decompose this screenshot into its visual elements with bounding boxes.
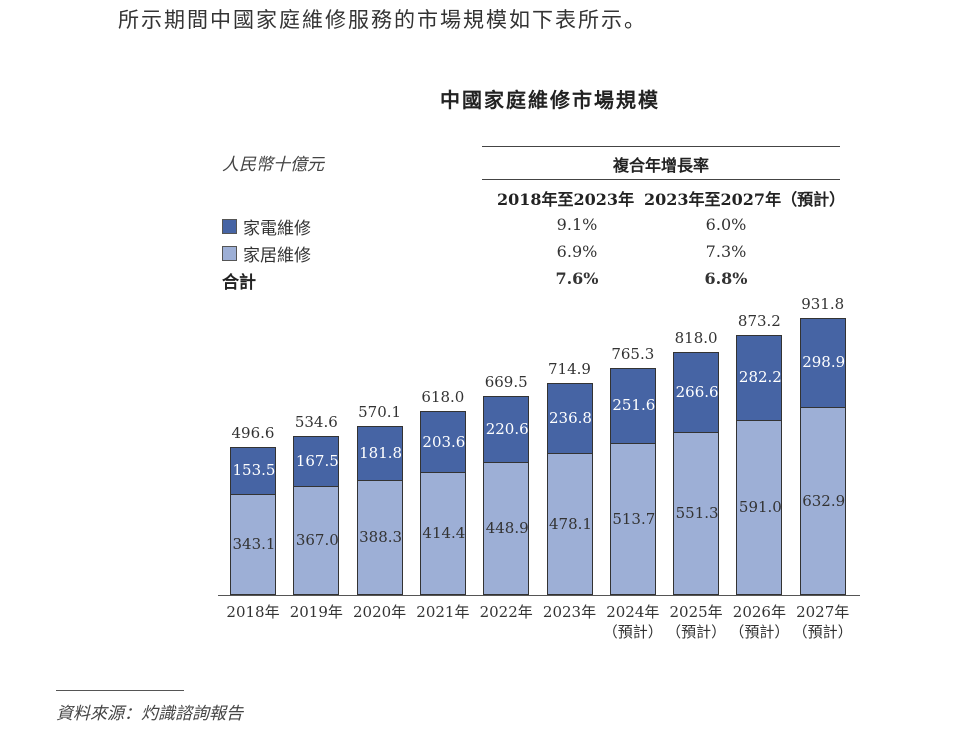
- x-tick-label: 2018年: [218, 602, 288, 622]
- bar-segment-home-repair: 513.7: [609, 442, 656, 595]
- bar-total: 669.5: [484, 373, 528, 392]
- segment-value: 414.4: [422, 524, 466, 543]
- cagr-value: 6.0%: [705, 215, 747, 234]
- bar-segment-home-repair: 551.3: [673, 431, 720, 595]
- bar-total: 534.6: [294, 413, 338, 432]
- x-tick-label: 2020年: [345, 602, 415, 622]
- bar-segment-appliance-repair: 153.5: [230, 447, 276, 495]
- bar-segment-home-repair: 388.3: [356, 479, 403, 595]
- segment-value: 236.8: [549, 408, 592, 427]
- x-tick-label: 2019年: [281, 602, 351, 622]
- legend-appliance-repair: 家電維修: [222, 214, 311, 239]
- intro-text: 所示期間中國家庭維修服務的市場規模如下表所示。: [118, 8, 647, 32]
- cagr-total-value: 6.8%: [704, 269, 748, 288]
- bar-segment-appliance-repair: 203.6: [419, 411, 466, 474]
- bar-segment-appliance-repair: 266.6: [673, 351, 720, 433]
- legend-home-repair: 家居維修: [222, 241, 311, 266]
- x-tick-year: 2019年: [289, 603, 343, 621]
- x-tick-year: 2021年: [416, 603, 470, 621]
- segment-value: 220.6: [485, 419, 529, 438]
- bar-total: 618.0: [421, 388, 465, 407]
- x-tick-year: 2025年: [669, 603, 723, 621]
- segment-value: 367.0: [295, 531, 339, 550]
- x-tick-year: 2020年: [353, 603, 407, 621]
- bar-segment-home-repair: 367.0: [293, 485, 340, 595]
- bar-total: 818.0: [674, 328, 718, 347]
- segment-value: 251.6: [612, 395, 656, 414]
- cagr-header: 複合年增長率: [612, 156, 709, 175]
- x-tick-note: （預計）: [666, 623, 727, 641]
- x-tick-year: 2022年: [479, 603, 533, 621]
- x-tick-label: 2021年: [408, 602, 478, 622]
- segment-value: 282.2: [738, 368, 782, 387]
- bar-total: 570.1: [358, 402, 402, 421]
- x-tick-year: 2026年: [732, 603, 786, 621]
- segment-value: 388.3: [359, 528, 403, 547]
- cagr-period-2: 2023年至2027年（預計）: [644, 190, 846, 209]
- bar-segment-home-repair: 478.1: [546, 452, 593, 595]
- bar-total: 931.8: [801, 295, 845, 314]
- bar-segment-home-repair: 632.9: [799, 406, 846, 595]
- bar-total: 873.2: [737, 312, 781, 331]
- cagr-value: 9.1%: [556, 215, 598, 234]
- segment-value: 478.1: [549, 514, 592, 533]
- segment-value: 203.6: [422, 432, 466, 451]
- x-tick-note: （預計）: [792, 623, 853, 641]
- bar-segment-appliance-repair: 167.5: [293, 436, 340, 488]
- x-tick-label: 2025年 （預計）: [661, 602, 731, 642]
- bar-total: 496.6: [231, 424, 275, 443]
- x-tick-year: 2024年: [606, 603, 660, 621]
- bar-segment-appliance-repair: 282.2: [736, 335, 783, 421]
- bar-segment-appliance-repair: 236.8: [546, 382, 593, 455]
- x-tick-label: 2024年 （預計）: [598, 602, 668, 642]
- segment-value: 632.9: [802, 491, 846, 510]
- x-tick-note: （預計）: [602, 623, 663, 641]
- bar-segment-appliance-repair: 251.6: [609, 367, 656, 444]
- x-tick-note: （預計）: [729, 623, 790, 641]
- x-tick-year: 2027年: [796, 603, 850, 621]
- x-axis: [218, 595, 860, 596]
- x-tick-label: 2026年 （預計）: [724, 602, 794, 642]
- total-label: 合計: [222, 273, 256, 293]
- segment-value: 167.5: [295, 452, 339, 471]
- segment-value: 343.1: [232, 535, 276, 553]
- x-tick-year: 2023年: [542, 603, 597, 621]
- segment-value: 591.0: [738, 498, 782, 517]
- legend-label: 家電維修: [243, 219, 311, 239]
- segment-value: 153.5: [232, 461, 276, 480]
- unit-label: 人民幣十億元: [222, 155, 324, 175]
- bar-segment-home-repair: 414.4: [419, 471, 466, 595]
- bar-segment-home-repair: 591.0: [736, 419, 783, 595]
- x-tick-label: 2027年 （預計）: [788, 602, 858, 642]
- bar-segment-home-repair: 448.9: [483, 461, 530, 595]
- cagr-value: 7.3%: [705, 242, 747, 261]
- source-note: 資料來源：灼識諮詢報告: [56, 704, 243, 724]
- segment-value: 513.7: [612, 509, 656, 528]
- bar-segment-appliance-repair: 220.6: [483, 396, 530, 464]
- segment-value: 448.9: [485, 519, 529, 538]
- source-rule: [56, 690, 184, 691]
- cagr-mid-rule: [482, 179, 840, 180]
- chart-title: 中國家庭維修市場規模: [440, 88, 660, 112]
- x-tick-label: 2022年: [471, 602, 541, 622]
- bar-total: 714.9: [548, 359, 591, 378]
- segment-value: 181.8: [359, 443, 403, 462]
- segment-value: 551.3: [675, 504, 719, 523]
- cagr-period-1: 2018年至2023年: [497, 190, 635, 209]
- x-tick-label: 2023年: [535, 602, 605, 622]
- bar-segment-appliance-repair: 181.8: [356, 425, 403, 482]
- cagr-total-value: 7.6%: [555, 269, 599, 288]
- x-tick-year: 2018年: [226, 603, 280, 621]
- segment-value: 266.6: [675, 382, 719, 401]
- segment-value: 298.9: [802, 353, 846, 372]
- bar-segment-appliance-repair: 298.9: [799, 318, 846, 409]
- cagr-value: 6.9%: [556, 242, 598, 261]
- bar-segment-home-repair: 343.1: [230, 493, 276, 595]
- cagr-top-rule: [482, 146, 840, 147]
- home-swatch-icon: [222, 246, 237, 261]
- bar-total: 765.3: [611, 344, 655, 363]
- appliance-swatch-icon: [222, 219, 237, 234]
- legend-label: 家居維修: [243, 246, 311, 266]
